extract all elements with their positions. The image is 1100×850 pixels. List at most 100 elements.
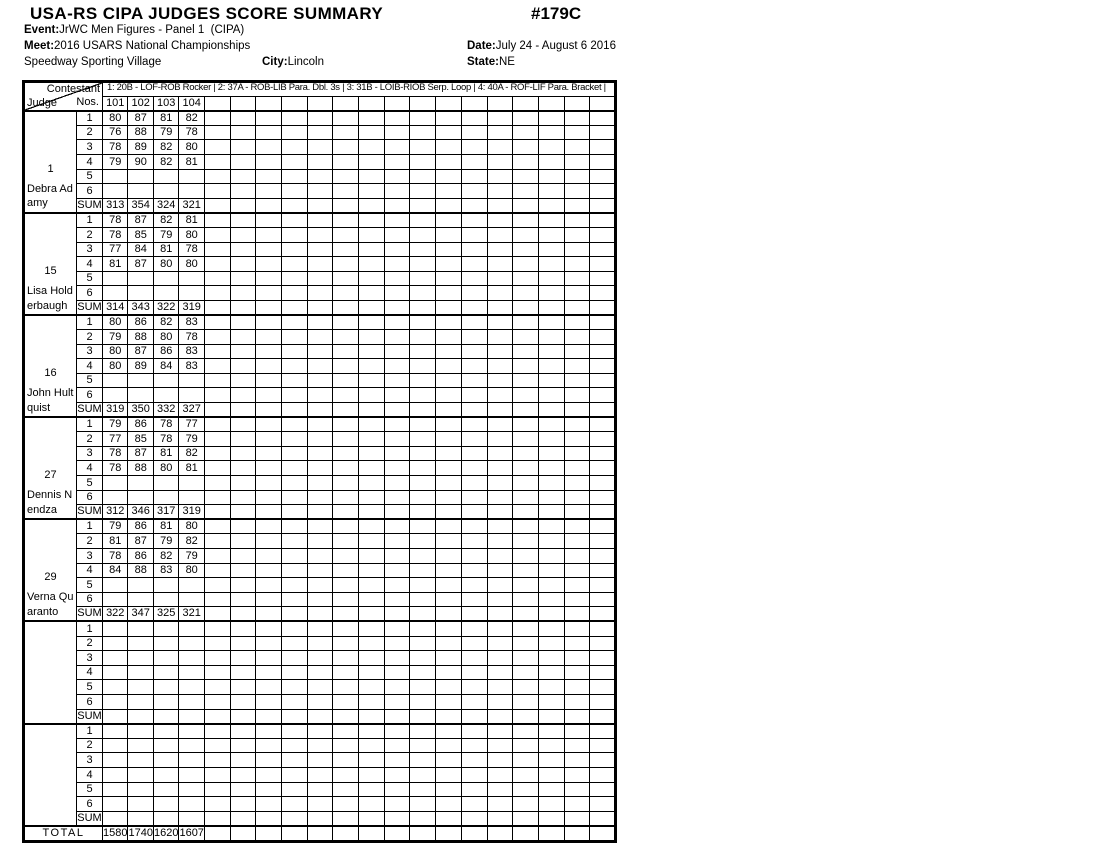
score-cell <box>383 387 411 404</box>
score-cell <box>460 489 488 506</box>
sum-cell <box>281 708 308 725</box>
score-cell <box>383 489 411 506</box>
score-cell <box>460 329 488 345</box>
score-cell <box>537 577 565 593</box>
score-cell <box>255 548 282 564</box>
sum-cell <box>460 197 488 214</box>
score-cell <box>229 693 257 710</box>
score-cell <box>512 124 539 141</box>
sum-cell: 321 <box>178 606 205 622</box>
contestant-number-cell: 101 <box>101 95 129 112</box>
score-cell <box>281 475 308 491</box>
score-cell <box>358 796 385 812</box>
sum-cell <box>512 504 539 520</box>
row-label: 5 <box>76 372 103 389</box>
score-cell <box>563 796 591 812</box>
score-cell <box>152 766 180 783</box>
score-cell <box>512 387 539 404</box>
sum-cell <box>358 606 385 622</box>
score-cell <box>255 562 282 579</box>
score-cell <box>589 343 616 360</box>
score-cell <box>460 796 488 812</box>
score-cell <box>255 722 282 739</box>
sum-cell <box>152 708 180 725</box>
sum-cell <box>460 708 488 725</box>
score-cell <box>101 591 129 608</box>
sum-cell <box>383 402 411 418</box>
date-value: July 24 - August 6 2016 <box>495 40 616 52</box>
sum-cell <box>486 197 514 214</box>
score-cell <box>229 139 257 155</box>
judge-cell <box>23 722 77 827</box>
score-cell <box>281 358 308 374</box>
score-cell <box>203 562 231 579</box>
score-cell <box>409 635 437 652</box>
score-cell <box>358 548 385 564</box>
score-cell: 81 <box>101 533 129 549</box>
score-cell <box>229 445 257 462</box>
score-cell <box>178 781 205 798</box>
score-cell <box>101 270 129 287</box>
sum-cell <box>281 197 308 214</box>
score-cell: 82 <box>152 139 180 155</box>
score-cell <box>537 460 565 477</box>
score-cell <box>152 635 180 652</box>
score-cell <box>229 124 257 141</box>
score-cell <box>435 211 462 228</box>
row-label: 6 <box>76 183 103 199</box>
score-cell <box>255 256 282 272</box>
score-cell <box>358 358 385 374</box>
sum-cell <box>435 606 462 622</box>
score-cell <box>563 241 591 258</box>
score-cell: 86 <box>127 416 154 433</box>
score-cell <box>358 226 385 243</box>
score-cell <box>383 211 411 228</box>
score-cell <box>358 475 385 491</box>
score-cell <box>435 766 462 783</box>
score-cell <box>589 796 616 812</box>
judge-name: Lisa Holderbaugh <box>27 285 73 312</box>
score-cell <box>101 372 129 389</box>
venue-value: Speedway Sporting Village <box>24 56 162 68</box>
score-cell <box>358 489 385 506</box>
score-cell <box>127 270 154 287</box>
score-cell: 80 <box>152 256 180 272</box>
score-cell <box>306 577 334 593</box>
sum-cell <box>486 299 514 316</box>
score-cell <box>537 722 565 739</box>
score-cell <box>563 270 591 287</box>
score-cell <box>229 285 257 301</box>
score-cell <box>460 664 488 681</box>
score-cell <box>203 752 231 768</box>
score-cell <box>486 445 514 462</box>
score-cell <box>409 533 437 549</box>
score-cell <box>589 489 616 506</box>
score-cell: 79 <box>101 416 129 433</box>
score-cell <box>486 343 514 360</box>
score-cell <box>306 722 334 739</box>
sum-cell <box>281 810 308 827</box>
score-cell <box>460 635 488 652</box>
score-cell <box>537 650 565 666</box>
sum-cell <box>203 299 231 316</box>
score-cell <box>563 577 591 593</box>
score-cell <box>306 256 334 272</box>
score-cell <box>383 314 411 331</box>
score-cell <box>563 533 591 549</box>
score-cell <box>409 109 437 126</box>
score-cell <box>486 124 514 141</box>
score-cell <box>127 737 154 754</box>
score-cell <box>152 475 180 491</box>
score-cell <box>537 737 565 754</box>
score-cell <box>383 329 411 345</box>
sum-cell <box>589 402 616 418</box>
score-cell <box>229 372 257 389</box>
row-label: 2 <box>76 737 103 754</box>
sum-cell <box>563 299 591 316</box>
score-cell <box>409 314 437 331</box>
score-cell <box>486 562 514 579</box>
score-cell <box>486 387 514 404</box>
contestant-number-cell <box>229 95 257 112</box>
total-cell <box>332 824 360 842</box>
score-cell <box>435 343 462 360</box>
